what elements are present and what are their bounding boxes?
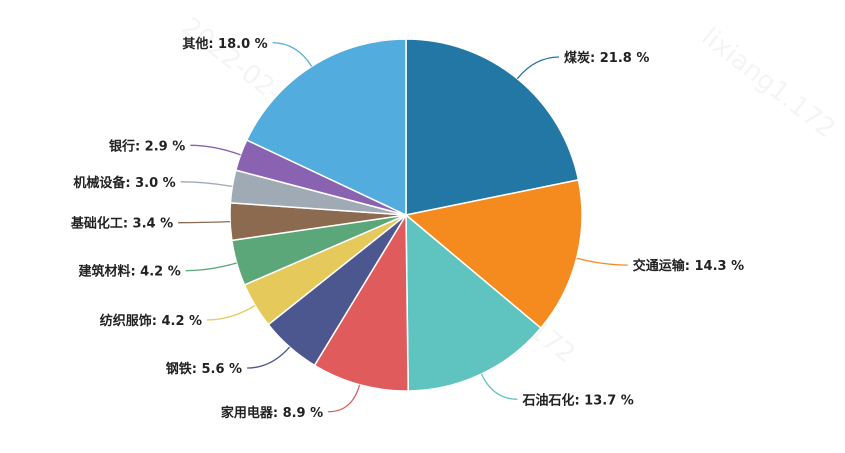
leader-line-10 [272,42,313,67]
pie-slice-1[interactable] [404,178,583,330]
leader-line-2 [480,373,518,400]
slice-label-7: 基础化工: 3.4 % [70,216,173,232]
leader-lines [178,42,628,413]
leader-line-6 [185,262,237,272]
slice-label-3: 家用电器: 8.9 % [221,405,323,421]
slice-label-2: 石油石化: 13.7 % [521,392,633,408]
leader-line-0 [516,56,560,80]
watermark-text: lixiang1.172 [696,22,841,144]
slice-labels: 煤炭: 21.8 % 交通运输: 14.3 % 石油石化: 13.7 % 家用电器: … [70,36,744,421]
leader-line-3 [328,384,361,413]
leader-line-5 [207,304,256,321]
slice-label-0: 煤炭: 21.8 % [564,50,649,66]
slice-label-10: 其他: 18.0 % [182,36,267,52]
slice-label-1: 交通运输: 14.3 % [633,258,744,274]
slice-label-5: 纺织服饰: 4.2 % [100,313,202,329]
slice-label-8: 机械设备: 3.0 % [73,175,175,191]
leader-line-4 [247,346,291,369]
leader-line-9 [190,144,241,156]
pie-slice-10[interactable] [245,38,407,217]
slice-label-6: 建筑材料: 4.2 % [78,264,180,280]
leader-line-1 [576,257,628,266]
slice-label-9: 银行: 2.9 % [109,138,185,154]
slice-label-4: 钢铁: 5.6 % [166,361,242,377]
leader-line-7 [178,220,231,224]
pie-slices [229,38,583,392]
pie-slice-3[interactable] [313,212,409,392]
leader-line-8 [180,181,233,188]
